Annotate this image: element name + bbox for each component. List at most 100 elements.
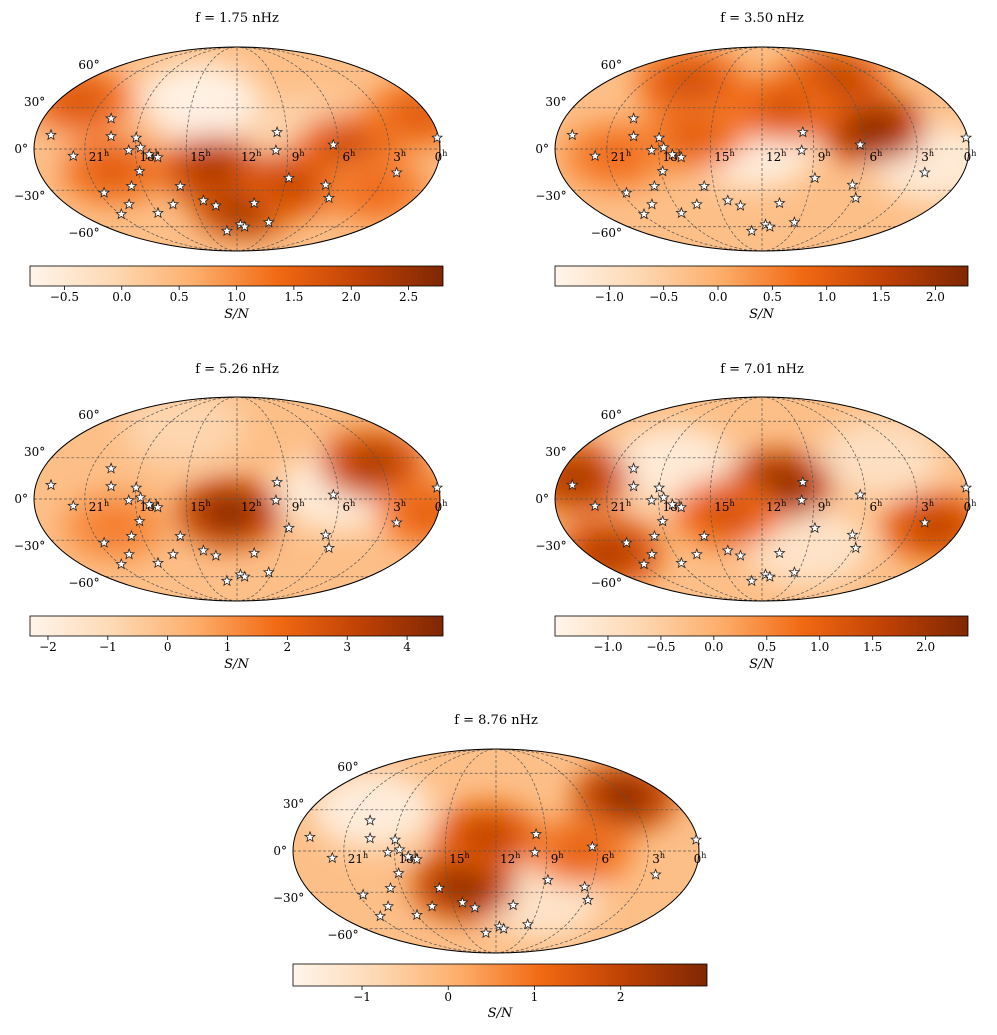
ra-meridian: [761, 396, 866, 602]
pulsar-star-marker: [220, 574, 233, 587]
pulsar-star-marker: [269, 144, 282, 156]
dec-label: −30°: [14, 189, 45, 203]
pulsar-star-marker: [209, 199, 222, 211]
pulsar-star-marker: [382, 900, 395, 912]
ra-meridian: [761, 46, 866, 252]
hotspot: [437, 867, 491, 904]
pulsar-star-marker: [745, 224, 758, 237]
pulsar-star-marker: [357, 888, 370, 900]
ra-label: 6h: [870, 499, 883, 514]
colorbar-tick-label: 0.5: [757, 640, 776, 654]
pulsar-star-marker: [788, 216, 801, 228]
pulsar-star-marker: [645, 548, 658, 560]
dec-label: −60°: [591, 576, 622, 590]
colorbar: −0.5 0.0 0.5 1.0 1.5 2.0 2.5 S/N: [29, 265, 444, 322]
pulsar-star-marker: [657, 141, 670, 153]
ra-label: 3h: [393, 149, 406, 164]
colorbar-tick-label: 0.5: [170, 290, 189, 304]
pulsar-star-marker: [690, 198, 703, 210]
pulsar-star-marker: [270, 125, 284, 138]
colorbar-tick-label: −1: [99, 640, 117, 654]
pulsar-star-marker: [763, 570, 776, 582]
dec-label: 0°: [14, 492, 28, 506]
graticule: [555, 46, 969, 252]
colorbar-label: S/N: [224, 657, 249, 672]
sky-boundary: [292, 748, 700, 954]
pulsar-star-marker: [795, 144, 808, 156]
colorbar-tick-label: 1.5: [284, 290, 303, 304]
ra-meridian: [495, 748, 649, 954]
pulsar-star-marker: [645, 144, 658, 156]
colorbar-tick-label: −1.0: [595, 290, 624, 304]
ra-meridian: [658, 396, 763, 602]
pulsar-star-marker: [745, 574, 758, 587]
hotspot: [758, 89, 813, 127]
hotspot: [403, 494, 440, 532]
pulsar-star-marker: [410, 853, 423, 865]
pulsar-star-marker: [578, 880, 591, 893]
pulsar-star-marker: [269, 494, 282, 506]
colorbar-tick-label: 0.0: [708, 290, 727, 304]
ra-label: 21h: [611, 149, 631, 164]
pulsar-star-marker: [657, 491, 670, 503]
ra-label: 12h: [766, 149, 786, 164]
pulsar-star-marker: [197, 544, 210, 556]
colorbar: −2 −1 0 1 2 3 4 S/N: [29, 615, 444, 672]
ra-label: 21h: [348, 851, 368, 866]
pulsar-star-marker: [151, 151, 164, 163]
colorbar-tick-label: 2.0: [916, 640, 935, 654]
ra-label: 15h: [714, 149, 734, 164]
pulsar-star-marker: [468, 901, 481, 913]
dec-label: −60°: [327, 928, 358, 942]
dec-label: 60°: [337, 760, 358, 774]
pulsar-star-marker: [521, 918, 534, 930]
colorbar-tick-label: 1: [224, 640, 232, 654]
pulsar-star-marker: [303, 830, 316, 843]
pulsar-markers: [44, 112, 444, 237]
pulsar-star-marker: [133, 514, 146, 527]
ra-meridian: [394, 748, 497, 954]
graticule: [555, 396, 969, 602]
pulsar-star-marker: [174, 529, 187, 542]
pulsar-star-marker: [648, 179, 661, 192]
ra-label: 9h: [551, 851, 564, 866]
pulsar-star-marker: [197, 194, 210, 206]
pulsar-star-marker: [143, 148, 156, 160]
colorbar-tick-label: 2.0: [342, 290, 361, 304]
pulsar-star-marker: [627, 462, 640, 474]
pulsar-star-marker: [675, 206, 688, 219]
ra-meridian: [84, 46, 238, 252]
hotspot: [700, 494, 755, 532]
ra-meridian: [236, 396, 289, 602]
ra-meridian: [185, 46, 238, 252]
ra-label: 3h: [652, 851, 665, 866]
colorbar-tick-label: 0.0: [704, 640, 723, 654]
pulsar-star-marker: [262, 216, 275, 228]
pulsar-star-marker: [392, 866, 405, 879]
pulsar-star-marker: [104, 480, 118, 492]
ra-label: 12h: [766, 499, 786, 514]
pulsar-star-marker: [174, 179, 187, 192]
pulsar-star-marker: [433, 881, 446, 894]
pulsar-star-marker: [104, 130, 118, 142]
pulsar-star-marker: [238, 220, 251, 232]
colorbar-tick-label: −1.0: [593, 640, 622, 654]
colorbar-tick-label: 2.5: [399, 290, 418, 304]
hotspot: [844, 109, 899, 147]
ra-label: 12h: [500, 851, 520, 866]
colorbar-tick-label: 4: [403, 640, 411, 654]
pulsar-star-marker: [529, 827, 543, 840]
pulsar-star-marker: [721, 194, 734, 206]
panel-title: f = 1.75 nHz: [195, 11, 279, 26]
pulsar-star-marker: [773, 196, 786, 209]
ra-label: 3h: [393, 499, 406, 514]
pulsar-star-marker: [773, 546, 786, 559]
colorbar-tick-label: −0.5: [50, 290, 79, 304]
pulsar-star-marker: [374, 909, 387, 922]
pulsar-star-marker: [675, 501, 688, 513]
pulsar-star-marker: [402, 850, 415, 862]
pulsar-star-marker: [653, 131, 666, 143]
colorbar-gradient: [554, 615, 969, 637]
pulsar-star-marker: [44, 478, 57, 491]
ra-meridian: [658, 46, 763, 252]
